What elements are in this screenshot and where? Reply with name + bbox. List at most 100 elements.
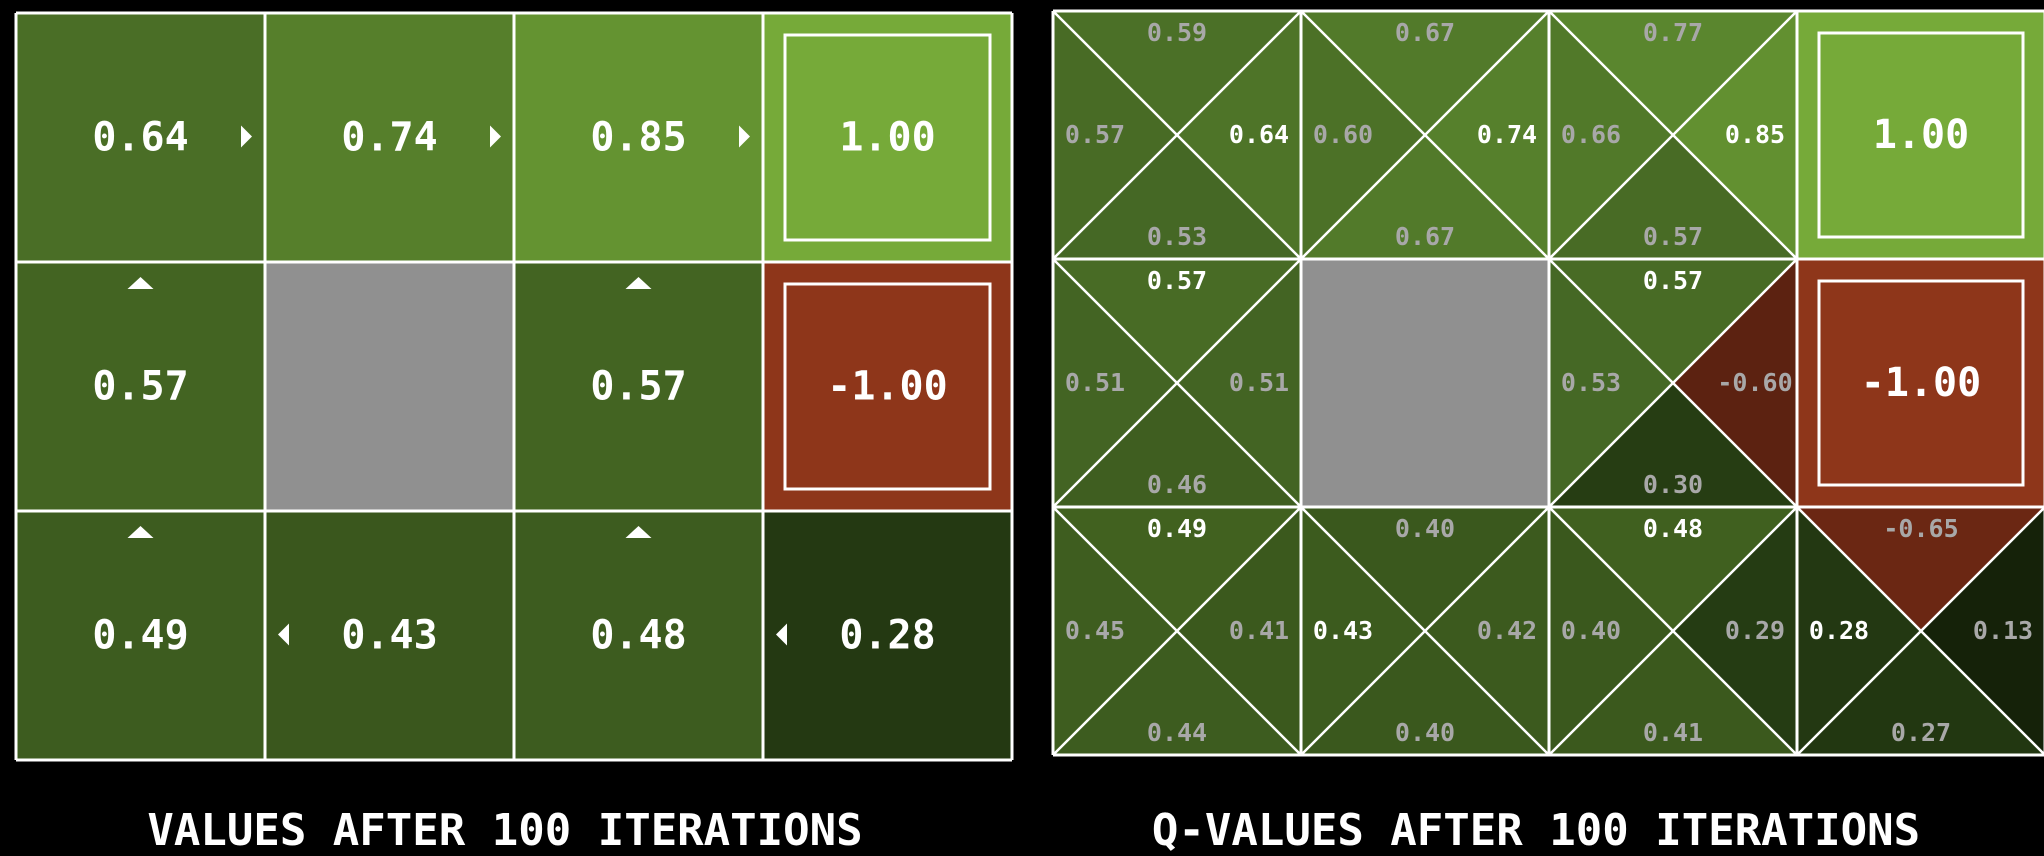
q-value-left: 0.57 bbox=[1065, 120, 1125, 149]
cell-background bbox=[1797, 259, 2044, 507]
qvalue-cell-r0-c3: 1.00 bbox=[1797, 11, 2044, 259]
values-panel: 0.64 0.74 0.85 1.00 0.57 0.57 -1.00 0.49 0.43 0.4… bbox=[14, 11, 1014, 762]
qvalue-cell-r1-c3: -1.00 bbox=[1797, 259, 2044, 507]
value-cell-r1-c3: -1.00 bbox=[763, 262, 1012, 511]
state-value: 0.48 bbox=[590, 613, 686, 659]
qvalue-cell-r0-c0: 0.59 0.64 0.53 0.57 bbox=[1052, 10, 1302, 260]
q-value-left: 0.43 bbox=[1313, 616, 1373, 645]
cell-background bbox=[1797, 11, 2044, 259]
policy-arrow-up-icon bbox=[127, 277, 154, 289]
qvalue-cell-r0-c1: 0.67 0.74 0.67 0.60 bbox=[1300, 10, 1550, 260]
q-value-right: 0.41 bbox=[1229, 616, 1289, 645]
q-value-left: 0.53 bbox=[1561, 368, 1621, 397]
q-triangle-left bbox=[1549, 507, 1673, 755]
policy-arrow-up-icon bbox=[625, 277, 652, 289]
qvalues-panel: 0.59 0.64 0.53 0.57 0.67 0.74 0.67 0.60 0.77 0.85… bbox=[1051, 9, 2044, 757]
q-value-up: 0.77 bbox=[1643, 18, 1703, 47]
diagonal-line bbox=[1796, 506, 2044, 756]
q-triangle-down bbox=[1053, 631, 1301, 755]
state-value: 0.64 bbox=[92, 115, 188, 161]
q-triangle-right bbox=[1177, 11, 1301, 259]
state-value: 0.49 bbox=[92, 613, 188, 659]
q-value-right: 0.85 bbox=[1725, 120, 1785, 149]
q-value-right: 0.13 bbox=[1973, 616, 2033, 645]
cell-background bbox=[265, 511, 514, 760]
q-triangle-left bbox=[1301, 507, 1425, 755]
q-value-down: 0.44 bbox=[1147, 718, 1207, 747]
qvalue-cell-r2-c0: 0.49 0.41 0.44 0.45 bbox=[1052, 506, 1302, 756]
policy-arrow-left-icon bbox=[776, 623, 787, 646]
policy-arrow-left-icon bbox=[278, 623, 289, 646]
cell-background bbox=[763, 262, 1012, 511]
qvalue-cell-r2-c2: 0.48 0.29 0.41 0.40 bbox=[1548, 506, 1798, 756]
q-value-up: 0.67 bbox=[1395, 18, 1455, 47]
diagonal-line bbox=[1300, 506, 1550, 756]
qvalue-cell-r1-c1 bbox=[1301, 259, 1549, 507]
cell-background bbox=[16, 262, 265, 511]
q-triangle-down bbox=[1301, 135, 1549, 259]
q-value-right: -0.60 bbox=[1717, 368, 1792, 397]
q-triangle-up bbox=[1301, 507, 1549, 631]
state-value: -1.00 bbox=[1861, 360, 1981, 406]
q-value-down: 0.46 bbox=[1147, 470, 1207, 499]
terminal-frame bbox=[783, 282, 992, 491]
diagonal-line bbox=[1052, 258, 1302, 508]
q-value-right: 0.29 bbox=[1725, 616, 1785, 645]
values-caption: VALUES AFTER 100 ITERATIONS bbox=[147, 805, 862, 856]
q-value-down: 0.53 bbox=[1147, 222, 1207, 251]
q-triangle-down bbox=[1053, 135, 1301, 259]
diagonal-line bbox=[1052, 10, 1302, 260]
value-cell-r0-c2: 0.85 bbox=[514, 13, 763, 262]
q-triangle-right bbox=[1425, 11, 1549, 259]
qvalues-caption: Q-VALUES AFTER 100 ITERATIONS bbox=[1152, 805, 1920, 856]
q-value-up: 0.57 bbox=[1643, 266, 1703, 295]
value-cell-r2-c3: 0.28 bbox=[763, 511, 1012, 760]
cell-background bbox=[514, 511, 763, 760]
terminal-frame bbox=[1817, 31, 2025, 239]
cell-background bbox=[763, 511, 1012, 760]
value-cell-r2-c0: 0.49 bbox=[16, 511, 265, 760]
terminal-frame bbox=[783, 33, 992, 242]
value-cell-r0-c1: 0.74 bbox=[265, 13, 514, 262]
diagonal-line bbox=[1548, 10, 1798, 260]
q-triangle-left bbox=[1549, 11, 1673, 259]
q-value-down: 0.30 bbox=[1643, 470, 1703, 499]
q-value-left: 0.40 bbox=[1561, 616, 1621, 645]
state-value: 0.57 bbox=[92, 364, 188, 410]
state-value: 0.57 bbox=[590, 364, 686, 410]
q-value-down: 0.40 bbox=[1395, 718, 1455, 747]
cell-background bbox=[16, 511, 265, 760]
q-value-left: 0.51 bbox=[1065, 368, 1125, 397]
diagonal-line bbox=[1548, 258, 1798, 508]
value-cell-r2-c1: 0.43 bbox=[265, 511, 514, 760]
cell-background bbox=[265, 13, 514, 262]
q-triangle-left bbox=[1053, 507, 1177, 755]
q-triangle-left bbox=[1549, 259, 1673, 507]
value-cell-r1-c2: 0.57 bbox=[514, 262, 763, 511]
q-value-left: 0.28 bbox=[1809, 616, 1869, 645]
q-triangle-right bbox=[1673, 507, 1797, 755]
q-value-up: 0.49 bbox=[1147, 514, 1207, 543]
q-triangle-right bbox=[1177, 259, 1301, 507]
state-value: -1.00 bbox=[827, 364, 947, 410]
policy-arrow-right-icon bbox=[739, 125, 750, 148]
q-value-right: 0.74 bbox=[1477, 120, 1537, 149]
diagonal-line bbox=[1548, 506, 1798, 756]
state-value: 1.00 bbox=[839, 115, 935, 161]
q-triangle-up bbox=[1549, 259, 1797, 383]
q-triangle-down bbox=[1549, 631, 1797, 755]
policy-arrow-up-icon bbox=[127, 526, 154, 538]
wall-cell bbox=[1301, 259, 1549, 507]
state-value: 0.74 bbox=[341, 115, 437, 161]
q-value-down: 0.57 bbox=[1643, 222, 1703, 251]
q-triangle-down bbox=[1301, 631, 1549, 755]
q-triangle-up bbox=[1797, 507, 2044, 631]
q-triangle-left bbox=[1053, 259, 1177, 507]
policy-arrow-right-icon bbox=[241, 125, 252, 148]
q-triangle-left bbox=[1797, 507, 1921, 755]
q-value-down: 0.41 bbox=[1643, 718, 1703, 747]
cell-background bbox=[763, 13, 1012, 262]
q-triangle-up bbox=[1053, 507, 1301, 631]
value-cell-r1-c0: 0.57 bbox=[16, 262, 265, 511]
cell-background bbox=[514, 262, 763, 511]
